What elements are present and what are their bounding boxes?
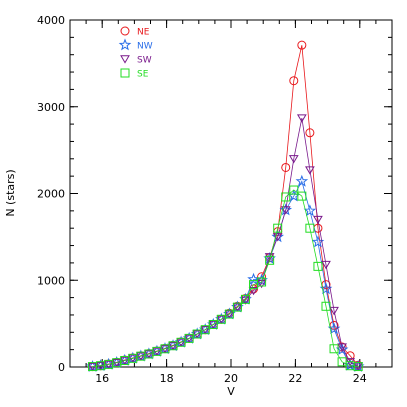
- data-point-ne: [281, 162, 291, 172]
- data-point-sw: [168, 342, 178, 351]
- x-tick-label: 20: [224, 372, 238, 385]
- x-tick-label: 22: [288, 372, 302, 385]
- x-tick-label: 18: [160, 372, 174, 385]
- x-axis-label: V: [227, 385, 235, 398]
- data-point-se: [265, 255, 275, 265]
- data-point-nw: [303, 204, 317, 217]
- data-point-sw: [296, 114, 307, 123]
- data-point-sw: [305, 166, 315, 175]
- legend: NE NW SW SE: [118, 26, 153, 80]
- y-tick-label: 0: [58, 361, 65, 374]
- data-point-sw: [248, 286, 259, 296]
- data-point-sw: [232, 303, 243, 312]
- data-point-sw: [192, 330, 203, 339]
- data-point-se: [232, 302, 242, 312]
- data-point-se: [281, 192, 291, 202]
- data-point-sw: [176, 338, 186, 347]
- data-point-sw: [224, 310, 235, 319]
- data-point-se: [257, 277, 267, 287]
- data-point-sw: [160, 345, 170, 354]
- data-point-sw: [321, 260, 331, 270]
- data-point-sw: [240, 296, 251, 305]
- series-nw: [86, 174, 365, 372]
- data-point-sw: [152, 347, 162, 356]
- data-point-sw: [208, 320, 219, 330]
- data-point-sw: [337, 343, 347, 352]
- series-layer: [86, 40, 365, 372]
- y-tick-label: 3000: [37, 101, 65, 114]
- data-point-se: [289, 185, 299, 195]
- legend-label-se: SE: [137, 70, 149, 80]
- y-tick-labels: 0 1000 2000 3000 4000: [37, 14, 65, 374]
- data-point-sw: [264, 253, 275, 262]
- data-point-se: [297, 191, 307, 201]
- data-point-se: [313, 261, 323, 271]
- data-point-se: [321, 301, 331, 311]
- data-point-ne: [297, 40, 307, 50]
- data-point-sw: [313, 215, 323, 225]
- legend-label-ne: NE: [137, 28, 150, 38]
- data-point-nw: [295, 174, 309, 187]
- data-point-se: [240, 294, 250, 304]
- data-point-nw: [279, 203, 293, 216]
- data-point-sw: [256, 280, 267, 289]
- legend-marker-sw: [120, 55, 130, 64]
- data-point-sw: [280, 206, 291, 215]
- data-point-sw: [288, 155, 299, 164]
- data-point-ne: [289, 76, 299, 86]
- major-ticks: [70, 19, 392, 368]
- y-tick-label: 2000: [37, 188, 65, 201]
- data-point-sw: [87, 362, 98, 372]
- x-tick-label: 24: [353, 372, 367, 385]
- series-line-nw: [92, 180, 359, 367]
- data-point-sw: [200, 325, 211, 335]
- y-tick-label: 4000: [37, 14, 65, 27]
- series-se: [88, 185, 363, 372]
- data-point-se: [305, 223, 315, 233]
- y-axis-label: N (stars): [4, 169, 17, 216]
- data-point-se: [353, 362, 363, 372]
- legend-label-sw: SW: [137, 56, 152, 66]
- data-point-se: [208, 319, 218, 329]
- data-point-se: [200, 325, 210, 335]
- data-point-se: [216, 314, 226, 324]
- legend-marker-nw: [118, 38, 132, 51]
- legend-marker-se: [120, 68, 130, 78]
- data-point-nw: [271, 230, 284, 243]
- legend-marker-ne: [120, 26, 130, 36]
- data-point-sw: [329, 306, 339, 316]
- y-tick-label: 1000: [37, 274, 65, 287]
- data-point-sw: [216, 315, 227, 324]
- x-tick-label: 16: [95, 372, 109, 385]
- data-point-sw: [184, 334, 195, 343]
- data-point-ne: [305, 128, 315, 138]
- x-tick-labels: 16 18 20 22 24: [95, 372, 367, 385]
- data-point-se: [273, 223, 283, 233]
- data-point-se: [329, 344, 339, 354]
- data-point-se: [224, 309, 234, 319]
- plot-area: [69, 19, 393, 372]
- legend-label-nw: NW: [137, 42, 153, 52]
